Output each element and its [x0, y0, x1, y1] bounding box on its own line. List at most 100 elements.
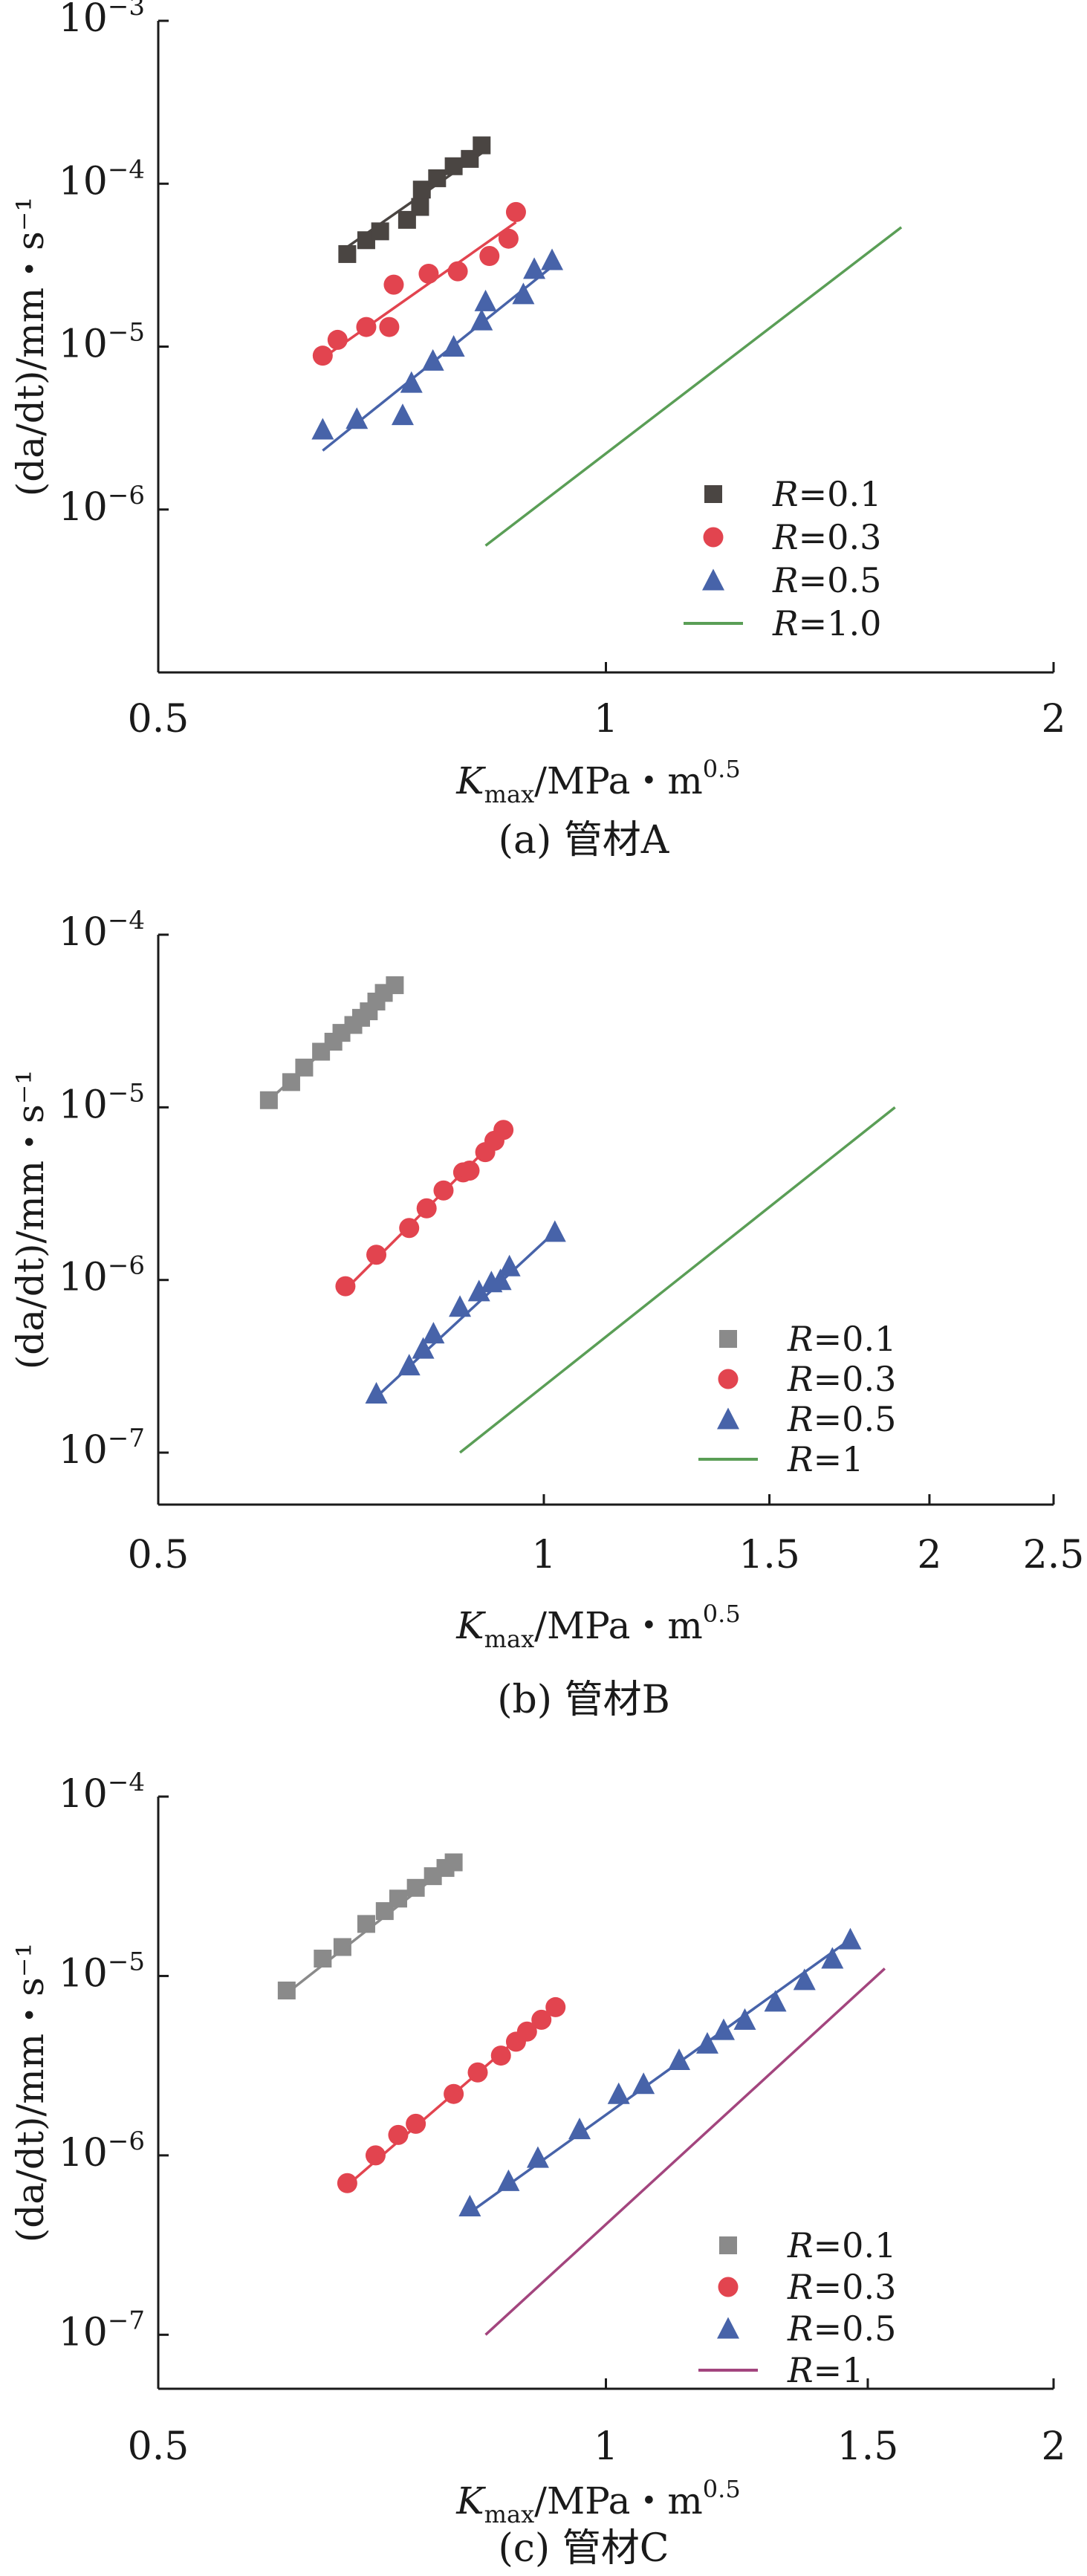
fit-line [484, 1967, 886, 2336]
legend-label: R=0.5 [787, 1399, 896, 1439]
data-point [764, 1990, 787, 2012]
data-point [398, 1354, 421, 1376]
data-point [356, 317, 377, 337]
chart-panel-a: 0.5 1 2 10−3 10−4 10−5 10−6(da/dt)/mm・s⁻¹ Kmax/… [9, 0, 1066, 863]
x-axis-title: Kmax/MPa・m0.5 [455, 755, 740, 808]
data-point [632, 2072, 655, 2095]
y-tick-label: 10−5 [59, 1078, 145, 1127]
data-point [695, 2031, 718, 2054]
data-point [493, 1120, 514, 1141]
data-point [793, 1968, 816, 1991]
legend-label: R=0.1 [787, 2225, 896, 2265]
y-tick-label: 10−7 [59, 1424, 145, 1473]
series-triangle [311, 248, 564, 452]
data-point [365, 1381, 388, 1404]
data-point [712, 2018, 735, 2040]
data-point [526, 2146, 549, 2168]
data-point [335, 1276, 356, 1297]
data-point [357, 1915, 375, 1933]
data-point [668, 2048, 691, 2071]
chart-caption: (b) 管材B [497, 1678, 670, 1722]
y-axis-title: (da/dt)/mm・s⁻¹ [9, 197, 52, 497]
x-axis-title: Kmax/MPa・m0.5 [455, 2475, 740, 2528]
series-square [277, 1853, 463, 1999]
data-point [531, 2009, 552, 2030]
data-point [312, 345, 333, 366]
series-triangle [458, 1927, 862, 2216]
data-point [467, 2062, 488, 2083]
x-tick-label: 2 [1041, 2424, 1065, 2469]
data-point [386, 976, 404, 994]
data-point [412, 1337, 435, 1359]
data-point [379, 317, 400, 337]
data-point [327, 329, 348, 350]
data-point [497, 2169, 520, 2191]
legend-label: R=1 [787, 2350, 863, 2390]
series-square [259, 976, 404, 1109]
data-point [433, 1180, 454, 1201]
data-point [400, 371, 423, 393]
legend-symbol [704, 485, 722, 503]
data-point [389, 1889, 407, 1908]
x-axis-title: Kmax/MPa・m0.5 [455, 1600, 740, 1653]
y-tick-label: 10−6 [59, 481, 145, 530]
fit-line [322, 221, 517, 360]
data-point [259, 1091, 278, 1109]
series-square [338, 136, 491, 263]
data-point [459, 1161, 480, 1181]
data-point [406, 1878, 425, 1897]
data-point [479, 246, 500, 267]
data-point [444, 2083, 464, 2104]
legend-label: R=1 [787, 1439, 863, 1479]
x-tick-label: 2 [1041, 697, 1065, 742]
y-axis-title: (da/dt)/mm・s⁻¹ [9, 1943, 52, 2243]
legend-label: R=1.0 [772, 603, 881, 643]
y-tick-label: 10−7 [59, 2306, 145, 2355]
legend-label: R=0.3 [787, 1359, 896, 1399]
series-circle [312, 201, 526, 366]
chart-panel-c: 0.5 1 1.5 2 10−4 10−5 10−6 10−7 (da/dt)/mm・s⁻¹ Km… [9, 1768, 1066, 2571]
legend-label: R=0.1 [772, 474, 881, 514]
data-point [383, 274, 404, 295]
legend-symbol [719, 2236, 737, 2254]
fit-line [458, 1106, 896, 1454]
series-triangle [365, 1220, 566, 1404]
data-point [428, 169, 447, 187]
data-point [821, 1947, 844, 1969]
chart-panel-b: 0.5 1 1.5 2 2.5 10−4 10−5 10−6 10−7 (da/dt)/mm・s⁻… [9, 906, 1084, 1722]
data-point [489, 1268, 512, 1291]
fit-line [484, 226, 903, 547]
data-point [607, 2082, 630, 2104]
series-circle [337, 1996, 566, 2193]
data-point [447, 261, 468, 282]
data-point [399, 1218, 420, 1239]
x-tick-label: 1.5 [739, 1533, 800, 1577]
x-tick-label: 1 [594, 697, 618, 742]
data-point [498, 1254, 521, 1276]
data-point [311, 418, 334, 440]
data-point [337, 2173, 357, 2193]
data-point [391, 403, 414, 426]
series-line [458, 1106, 896, 1454]
x-tick-label: 1 [594, 2424, 618, 2469]
legend-label: R=0.5 [787, 2309, 896, 2349]
chart-caption: (a) 管材A [499, 818, 670, 863]
x-tick-label: 1.5 [837, 2424, 899, 2469]
y-tick-label: 10−4 [59, 906, 145, 955]
data-point [295, 1058, 314, 1077]
legend-label: R=0.5 [772, 560, 881, 600]
legend-symbol [719, 1330, 737, 1348]
series-line [484, 226, 903, 547]
data-point [449, 1295, 472, 1317]
x-tick-label: 2.5 [1023, 1533, 1085, 1577]
legend-symbol [703, 527, 724, 548]
legend-symbol [702, 568, 724, 591]
data-point [338, 244, 357, 263]
data-point [421, 348, 444, 371]
data-point [458, 2194, 481, 2216]
data-point [406, 2113, 426, 2134]
data-point [333, 1938, 351, 1956]
data-point [412, 181, 431, 199]
chart-caption: (c) 管材C [498, 2526, 669, 2571]
